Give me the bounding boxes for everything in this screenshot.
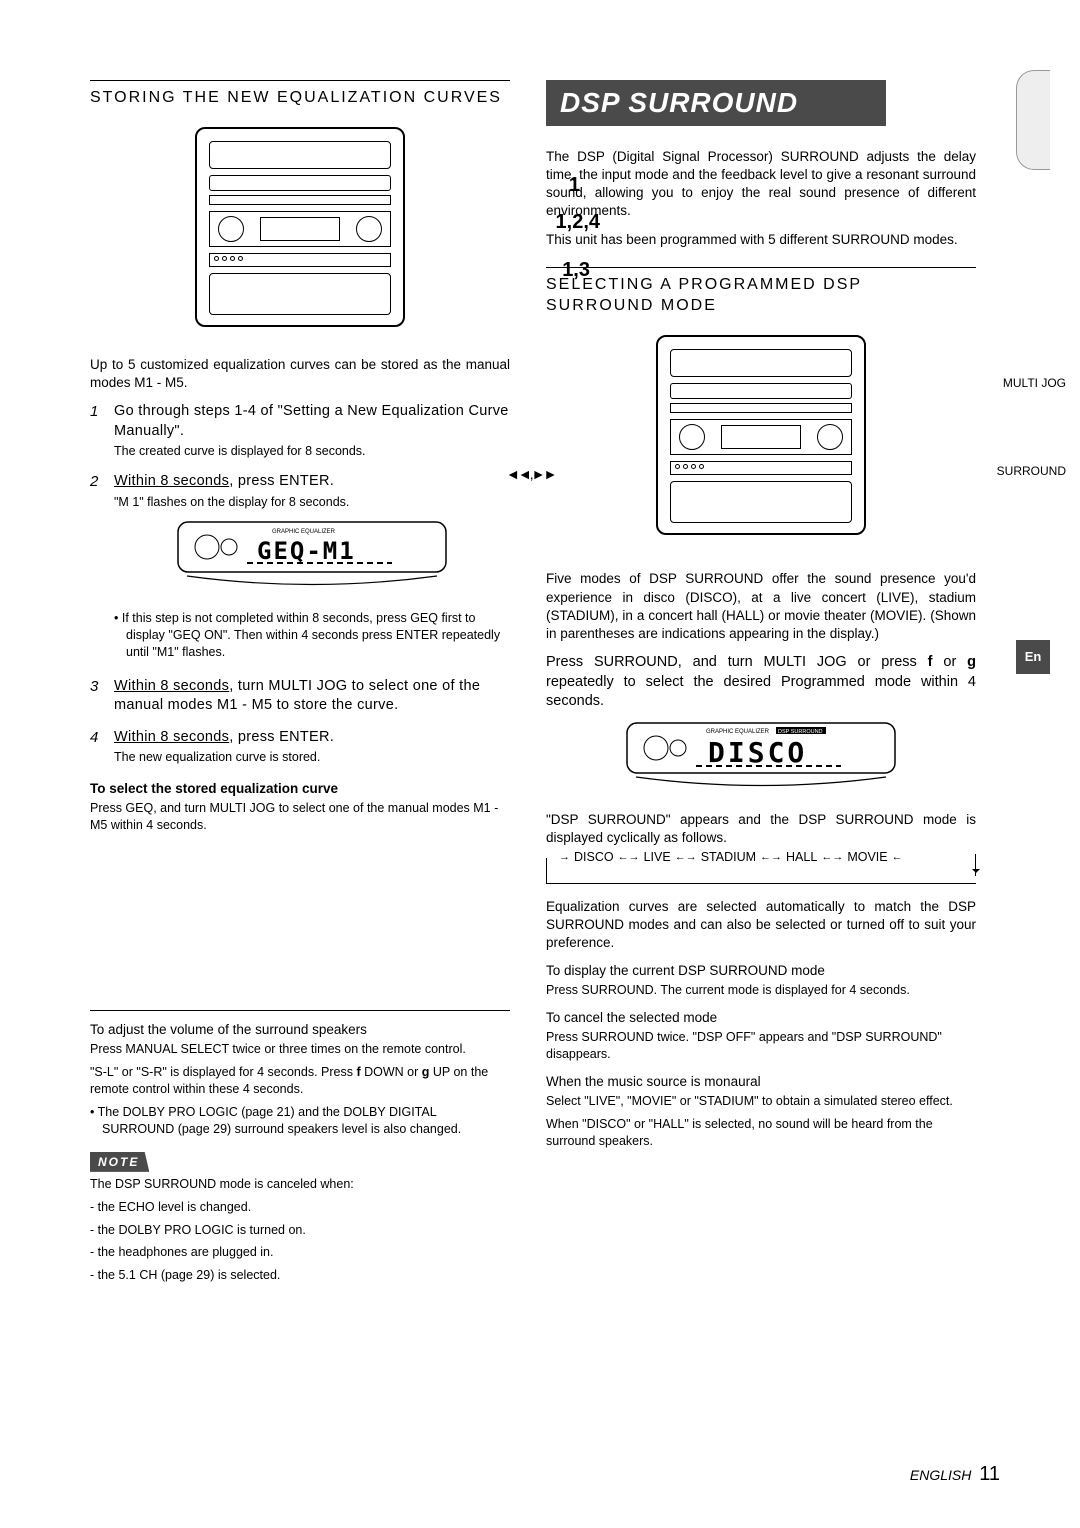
select-stored-head: To select the stored equalization curve [90, 780, 510, 798]
adjust-volume-body2: "S-L" or "S-R" is displayed for 4 second… [90, 1064, 510, 1098]
language-tab: En [1016, 640, 1050, 674]
adjust-volume-body1: Press MANUAL SELECT twice or three times… [90, 1041, 510, 1058]
label-multi-jog: MULTI JOG [1003, 375, 1066, 391]
right-heading: SELECTING A PROGRAMMED DSP SURROUND MODE [546, 267, 976, 317]
callout-1: 1 [569, 172, 580, 199]
note-item: - the headphones are plugged in. [90, 1244, 510, 1261]
dsp-banner: DSP SURROUND [546, 80, 886, 126]
device-illustration [656, 335, 866, 535]
svg-text:DSP SURROUND: DSP SURROUND [778, 729, 823, 735]
arrow-icon: ← [892, 850, 903, 865]
step-3: 3 Within 8 seconds, turn MULTI JOG to se… [90, 677, 510, 716]
right-para2: "DSP SURROUND" appears and the DSP SURRO… [546, 811, 976, 847]
step-number: 3 [90, 677, 104, 716]
cycle-mode: LIVE [644, 849, 671, 866]
callout-3: 1,3 [562, 257, 590, 284]
cycle-diagram: → DISCO ←→ LIVE ←→ STADIUM ←→ HALL ←→ MO… [546, 858, 976, 884]
select-stored-body: Press GEQ, and turn MULTI JOG to select … [90, 800, 510, 834]
cancel-mode-head: To cancel the selected mode [546, 1009, 976, 1027]
cycle-mode: MOVIE [847, 849, 887, 866]
right-intro2: This unit has been programmed with 5 dif… [546, 231, 976, 249]
step-text: Go through steps 1-4 of "Setting a New E… [114, 402, 510, 441]
monaural-body2: When "DISCO" or "HALL" is selected, no s… [546, 1116, 976, 1150]
steps-list: 1 Go through steps 1-4 of "Setting a New… [90, 402, 510, 766]
note-item: - the ECHO level is changed. [90, 1199, 510, 1216]
step-sub: "M 1" flashes on the display for 8 secon… [114, 494, 510, 511]
adjust-volume-head: To adjust the volume of the surround spe… [90, 1021, 510, 1039]
lcd-display-2: GRAPHIC EQUALIZER DSP SURROUND DISCO [626, 722, 896, 797]
svg-text:GEQ-M1: GEQ-M1 [257, 537, 356, 565]
step-number: 4 [90, 728, 104, 766]
page-content: STORING THE NEW EQUALIZATION CURVES 1 1,… [90, 80, 1020, 1290]
note-item: - the DOLBY PRO LOGIC is turned on. [90, 1222, 510, 1239]
label-surround: SURROUND [997, 463, 1066, 479]
device-figure-left: 1 1,2,4 1,3 [90, 127, 510, 332]
left-heading: STORING THE NEW EQUALIZATION CURVES [90, 80, 510, 109]
svg-text:GRAPHIC EQUALIZER: GRAPHIC EQUALIZER [272, 529, 336, 535]
page-tab-outline [1016, 70, 1050, 170]
step-text: Within 8 seconds, press ENTER. [114, 728, 510, 748]
note-item: - the 5.1 CH (page 29) is selected. [90, 1267, 510, 1284]
right-para1: Five modes of DSP SURROUND offer the sou… [546, 570, 976, 643]
step-2-bullet: If this step is not completed within 8 s… [114, 610, 510, 661]
arrow-icon: ←→ [675, 850, 697, 865]
monaural-head: When the music source is monaural [546, 1073, 976, 1091]
step-1: 1 Go through steps 1-4 of "Setting a New… [90, 402, 510, 460]
step-4: 4 Within 8 seconds, press ENTER. The new… [90, 728, 510, 766]
right-intro1: The DSP (Digital Signal Processor) SURRO… [546, 148, 976, 221]
lcd-display-1: GRAPHIC EQUALIZER GEQ-M1 [177, 521, 447, 596]
display-mode-body: Press SURROUND. The current mode is disp… [546, 982, 976, 999]
step-sub: The new equalization curve is stored. [114, 749, 510, 766]
arrow-icon: ←→ [760, 850, 782, 865]
arrow-icon: ←→ [821, 850, 843, 865]
footer-page-number: 11 [979, 1463, 1000, 1485]
note-label: NOTE [90, 1152, 149, 1172]
step-number: 2 [90, 472, 104, 664]
left-intro: Up to 5 customized equalization curves c… [90, 356, 510, 392]
cycle-mode: STADIUM [701, 849, 756, 866]
adjust-volume-bullet: The DOLBY PRO LOGIC (page 21) and the DO… [90, 1104, 510, 1138]
callout-2: 1,2,4 [556, 209, 600, 236]
svg-text:GRAPHIC EQUALIZER: GRAPHIC EQUALIZER [706, 729, 770, 735]
left-column: STORING THE NEW EQUALIZATION CURVES 1 1,… [90, 80, 510, 1290]
press-instruction: Press SURROUND, and turn MULTI JOG or pr… [546, 653, 976, 712]
cancel-mode-body: Press SURROUND twice. "DSP OFF" appears … [546, 1029, 976, 1063]
device-illustration [195, 127, 405, 327]
arrow-icon: → [559, 850, 570, 865]
svg-text:DISCO: DISCO [708, 736, 807, 769]
display-mode-head: To display the current DSP SURROUND mode [546, 962, 976, 980]
right-column: DSP SURROUND The DSP (Digital Signal Pro… [546, 80, 976, 1290]
step-number: 1 [90, 402, 104, 460]
footer-language: ENGLISH [910, 1467, 971, 1483]
page-footer: ENGLISH 11 [910, 1461, 1000, 1488]
right-para3: Equalization curves are selected automat… [546, 898, 976, 953]
step-sub: The created curve is displayed for 8 sec… [114, 443, 510, 460]
note-lead: The DSP SURROUND mode is canceled when: [90, 1176, 510, 1193]
dsp-banner-wrap: DSP SURROUND [546, 80, 976, 148]
device-figure-right: MULTI JOG SURROUND ◄◄,►► [546, 335, 976, 540]
arrow-icon: ←→ [618, 850, 640, 865]
label-arrows: ◄◄,►► [506, 465, 555, 484]
cycle-mode: HALL [786, 849, 817, 866]
step-2: 2 Within 8 seconds, press ENTER. "M 1" f… [90, 472, 510, 664]
step-text: Within 8 seconds, turn MULTI JOG to sele… [114, 677, 510, 716]
cycle-mode: DISCO [574, 849, 614, 866]
step-text: Within 8 seconds, press ENTER. [114, 472, 510, 492]
monaural-body1: Select "LIVE", "MOVIE" or "STADIUM" to o… [546, 1093, 976, 1110]
divider [90, 1010, 510, 1011]
